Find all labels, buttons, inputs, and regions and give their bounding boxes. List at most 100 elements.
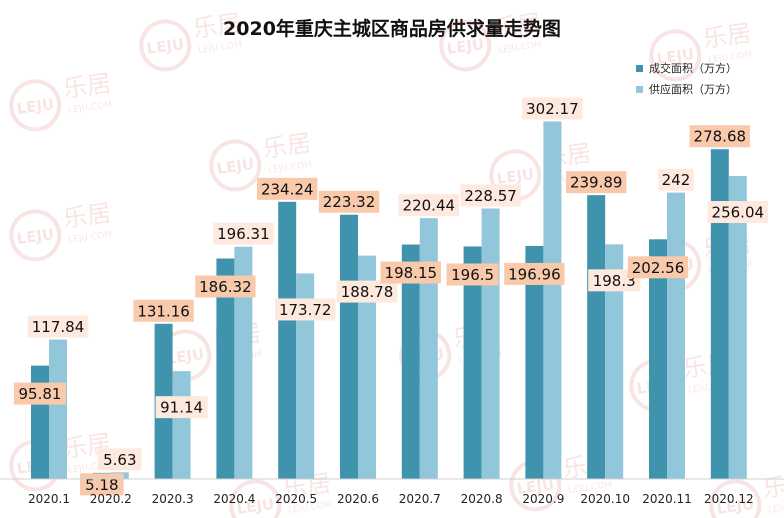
x-tick-label-2020.1: 2020.1	[28, 492, 70, 506]
data-label-deal-2020.8-bg	[446, 263, 499, 286]
legend-swatch-supply	[636, 85, 643, 93]
leju-watermark-logo: LEJU	[716, 495, 756, 518]
x-tick-label-2020.9: 2020.9	[522, 492, 564, 506]
data-label-supply-2020.12: 256.04	[712, 204, 765, 222]
data-label-supply-2020.2-bg	[98, 448, 142, 471]
chart-title: 2020年重庆主城区商品房供求量走势图	[223, 18, 561, 40]
x-tick-label-2020.7: 2020.7	[399, 492, 441, 506]
data-label-supply-2020.1: 117.84	[32, 318, 85, 336]
leju-watermark-logo: LEJU	[16, 95, 56, 118]
data-label-deal-2020.3-bg	[133, 299, 194, 322]
data-label-deal-2020.12-bg	[689, 125, 750, 148]
bar-supply-2020.11	[667, 192, 685, 479]
leju-watermark-brand: 乐居	[191, 9, 242, 43]
data-label-supply-2020.9-bg	[522, 97, 583, 120]
bar-deal-2020.11	[649, 239, 667, 479]
leju-watermark-ring	[229, 479, 282, 518]
leju-watermark-logo: LEJU	[236, 495, 276, 518]
bar-deal-2020.8	[463, 246, 482, 479]
data-label-supply-2020.3: 91.14	[160, 399, 203, 417]
leju-watermark-brand: 乐居	[701, 19, 752, 53]
data-label-supply-2020.12-bg	[707, 201, 768, 224]
bar-deal-2020.4	[216, 258, 235, 479]
data-label-supply-2020.6: 188.78	[341, 283, 394, 301]
data-label-supply-2020.4-bg	[213, 222, 274, 245]
data-label-deal-2020.10-bg	[566, 171, 627, 194]
bar-supply-2020.9	[543, 121, 562, 480]
bar-supply-2020.6	[358, 255, 376, 479]
leju-watermark-sub: LEJU.COM	[498, 40, 543, 56]
leju-watermark-ring	[439, 19, 492, 72]
bar-supply-2020.10	[605, 244, 624, 479]
data-label-supply-2020.10: 198.3	[593, 272, 636, 290]
bar-supply-2020.8	[481, 208, 500, 479]
leju-watermark-logo: LEJU	[656, 45, 696, 68]
data-label-deal-2020.1: 95.81	[19, 385, 62, 403]
bar-deal-2020.9	[525, 245, 544, 479]
x-tick-label-2020.2: 2020.2	[90, 492, 132, 506]
legend-label-supply: 供应面积（万方）	[649, 83, 737, 96]
data-label-deal-2020.6-bg	[318, 190, 380, 213]
leju-watermark-ring	[9, 79, 62, 132]
legend-label-deal: 成交面积（万方）	[649, 62, 737, 75]
bar-deal-2020.5	[278, 201, 297, 480]
bar-supply-2020.4	[234, 246, 253, 479]
bar-supply-2020.5	[296, 273, 315, 479]
legend-item-supply: 供应面积（万方）	[636, 81, 737, 97]
data-label-supply-2020.4: 196.31	[217, 225, 270, 243]
leju-watermark-logo: LEJU	[216, 155, 256, 178]
data-label-supply-2020.1-bg	[27, 315, 89, 338]
x-tick-label-2020.11: 2020.11	[642, 492, 692, 506]
data-label-deal-2020.9: 196.96	[508, 265, 561, 283]
data-label-supply-2020.5-bg	[275, 298, 336, 321]
x-tick-label-2020.8: 2020.8	[461, 492, 503, 506]
x-tick-label-2020.10: 2020.10	[580, 492, 630, 506]
data-label-supply-2020.7-bg	[398, 194, 459, 217]
leju-watermark-logo: LEJU	[166, 345, 206, 368]
leju-watermark-logo: LEJU	[516, 475, 556, 498]
data-label-deal-2020.9-bg	[504, 262, 565, 285]
data-label-supply-2020.6-bg	[336, 280, 398, 303]
data-label-deal-2020.2: 5.18	[85, 476, 118, 494]
leju-watermark-brand: 乐居	[261, 129, 312, 163]
bar-supply-2020.1	[49, 339, 67, 479]
leju-watermark-brand: 乐居	[491, 9, 542, 43]
bar-supply-2020.12	[728, 176, 747, 479]
data-labels-layer: 95.81 117.84 5.18 5.63 131.16 91.14 186.32 196.…	[14, 97, 768, 496]
data-label-supply-2020.8: 228.57	[464, 187, 517, 205]
data-label-supply-2020.11-bg	[658, 168, 694, 191]
data-label-deal-2020.5-bg	[257, 177, 318, 200]
leju-watermark-logo: LEJU	[16, 225, 56, 248]
data-label-deal-2020.12: 278.68	[694, 128, 747, 146]
x-tick-label-2020.5: 2020.5	[275, 492, 317, 506]
leju-watermark-logo: LEJU	[446, 35, 486, 58]
data-label-supply-2020.7: 220.44	[403, 197, 456, 215]
leju-watermark-sub: LEJU.COM	[68, 100, 113, 116]
data-label-supply-2020.11: 242	[662, 171, 691, 189]
data-label-supply-2020.5: 173.72	[279, 301, 332, 319]
bar-deal-2020.6	[340, 214, 358, 479]
leju-watermark-ring	[649, 29, 702, 82]
leju-watermark-sub: LEJU.COM	[708, 50, 753, 66]
leju-watermark-brand: 乐居	[761, 469, 784, 503]
leju-watermark-brand: 乐居	[61, 69, 112, 103]
leju-watermark-ring	[709, 479, 762, 518]
x-tick-label-2020.6: 2020.6	[337, 492, 379, 506]
leju-watermark-sub: LEJU.COM	[68, 230, 113, 246]
legend-swatch-deal	[636, 64, 643, 72]
data-label-deal-2020.11: 202.56	[632, 259, 685, 277]
data-label-deal-2020.4: 186.32	[199, 278, 252, 296]
data-label-deal-2020.7-bg	[380, 261, 441, 284]
bar-deal-2020.12	[710, 149, 729, 479]
data-label-deal-2020.1-bg	[14, 382, 66, 405]
leju-watermark-logo: LEJU	[146, 35, 186, 58]
data-label-deal-2020.3: 131.16	[137, 302, 190, 320]
data-label-deal-2020.6: 223.32	[323, 193, 376, 211]
bar-supply-2020.7	[419, 218, 438, 479]
